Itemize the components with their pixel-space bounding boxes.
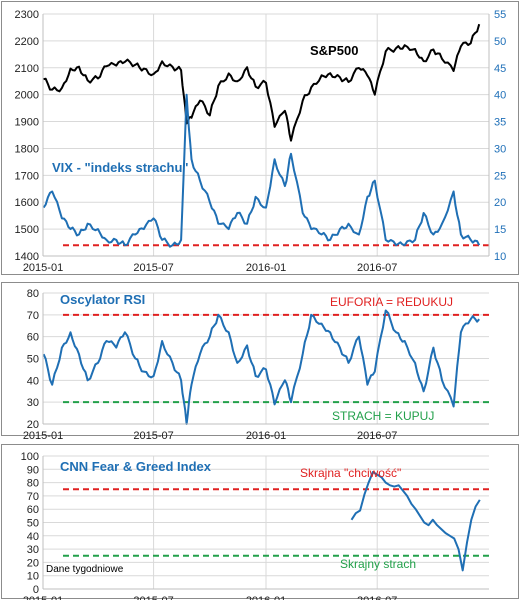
- y-tick-label: 90: [27, 464, 39, 476]
- y-tick-label: 1900: [15, 117, 39, 129]
- y-tick-label: 20: [27, 557, 39, 569]
- extreme-fear-label: Skrajny strach: [340, 557, 416, 571]
- series-line: [42, 93, 481, 248]
- fear-greed-label: CNN Fear & Greed Index: [60, 459, 212, 474]
- y-tick-label: 1600: [15, 197, 39, 209]
- x-tick-label: 2016-01: [246, 262, 286, 274]
- series-line: [42, 309, 480, 425]
- y-tick-label: 30: [27, 544, 39, 556]
- fear-buy-label: STRACH = KUPUJ: [332, 409, 434, 423]
- y-tick-label: 10: [27, 571, 39, 583]
- y-right-tick-label: 55: [494, 9, 506, 21]
- y-tick-label: 50: [27, 354, 39, 366]
- panel-3-series: [350, 471, 481, 572]
- y-tick-label: 70: [27, 310, 39, 322]
- vix-label: VIX - "indeks strachu": [52, 160, 189, 175]
- panel-2-frame: [1, 282, 519, 436]
- y-tick-label: 40: [27, 375, 39, 387]
- panel-3-frame: [1, 444, 519, 599]
- y-tick-label: 2200: [15, 36, 39, 48]
- x-tick-label: 2016-07: [357, 430, 397, 442]
- y-tick-label: 2000: [15, 90, 39, 102]
- y-right-tick-label: 15: [494, 224, 506, 236]
- y-right-tick-label: 20: [494, 197, 506, 209]
- y-right-tick-label: 30: [494, 143, 506, 155]
- y-tick-label: 2100: [15, 63, 39, 75]
- y-tick-label: 20: [27, 419, 39, 431]
- x-tick-label: 2015-07: [133, 595, 173, 600]
- x-tick-label: 2016-07: [357, 595, 397, 600]
- y-tick-label: 70: [27, 491, 39, 503]
- y-tick-label: 80: [27, 288, 39, 300]
- x-tick-label: 2016-01: [246, 430, 286, 442]
- panel-2-gridlines: [42, 292, 489, 425]
- y-tick-label: 1500: [15, 224, 39, 236]
- panel-1-axes: 1400 1500 1600 1700 1800 1900 2000 2100 2200 2300…: [15, 9, 507, 274]
- x-tick-label: 2015-01: [23, 430, 63, 442]
- extreme-greed-label: Skrajna "chciwość": [300, 466, 401, 480]
- y-tick-label: 80: [27, 478, 39, 490]
- y-tick-label: 1400: [15, 251, 39, 263]
- y-tick-label: 100: [21, 451, 39, 463]
- x-tick-label: 2016-07: [357, 262, 397, 274]
- series-line: [43, 23, 481, 142]
- sp500-vix-panel: 1400 1500 1600 1700 1800 1900 2000 2100 2200 2300…: [1, 1, 519, 275]
- series-line: [350, 471, 481, 572]
- x-tick-label: 2015-07: [133, 262, 173, 274]
- x-tick-label: 2015-01: [23, 595, 63, 600]
- y-tick-label: 60: [27, 504, 39, 516]
- panel-2-axes: 20 30 40 50 60 70 80 2015-01 2015-07 2016-01 2016-…: [23, 288, 489, 442]
- y-right-tick-label: 45: [494, 63, 506, 75]
- y-tick-label: 60: [27, 332, 39, 344]
- y-tick-label: 1800: [15, 143, 39, 155]
- x-tick-label: 2015-01: [23, 262, 63, 274]
- y-tick-label: 50: [27, 518, 39, 530]
- rsi-label: Oscylator RSI: [60, 292, 145, 307]
- y-right-tick-label: 50: [494, 36, 506, 48]
- y-right-tick-label: 25: [494, 170, 506, 182]
- y-right-tick-label: 35: [494, 117, 506, 129]
- rsi-panel: 20 30 40 50 60 70 80 2015-01 2015-07 2016-01 2016-…: [1, 282, 519, 442]
- panel-2-series: [42, 309, 480, 425]
- weekly-data-label: Dane tygodniowe: [46, 564, 124, 575]
- panel-1-series: [42, 23, 481, 248]
- y-tick-label: 30: [27, 397, 39, 409]
- y-tick-label: 40: [27, 531, 39, 543]
- y-tick-label: 1700: [15, 170, 39, 182]
- panel-1-gridlines: [42, 13, 489, 257]
- panel-3-reference-lines: [63, 488, 489, 557]
- x-tick-label: 2015-07: [133, 430, 173, 442]
- sp500-label: S&P500: [310, 43, 358, 58]
- x-tick-label: 2016-01: [246, 595, 286, 600]
- y-right-tick-label: 10: [494, 251, 506, 263]
- panel-1-frame: [1, 1, 519, 275]
- y-right-tick-label: 40: [494, 90, 506, 102]
- y-tick-label: 2300: [15, 9, 39, 21]
- y-tick-label: 0: [33, 584, 39, 596]
- euphoria-label: EUFORIA = REDUKUJ: [330, 295, 453, 309]
